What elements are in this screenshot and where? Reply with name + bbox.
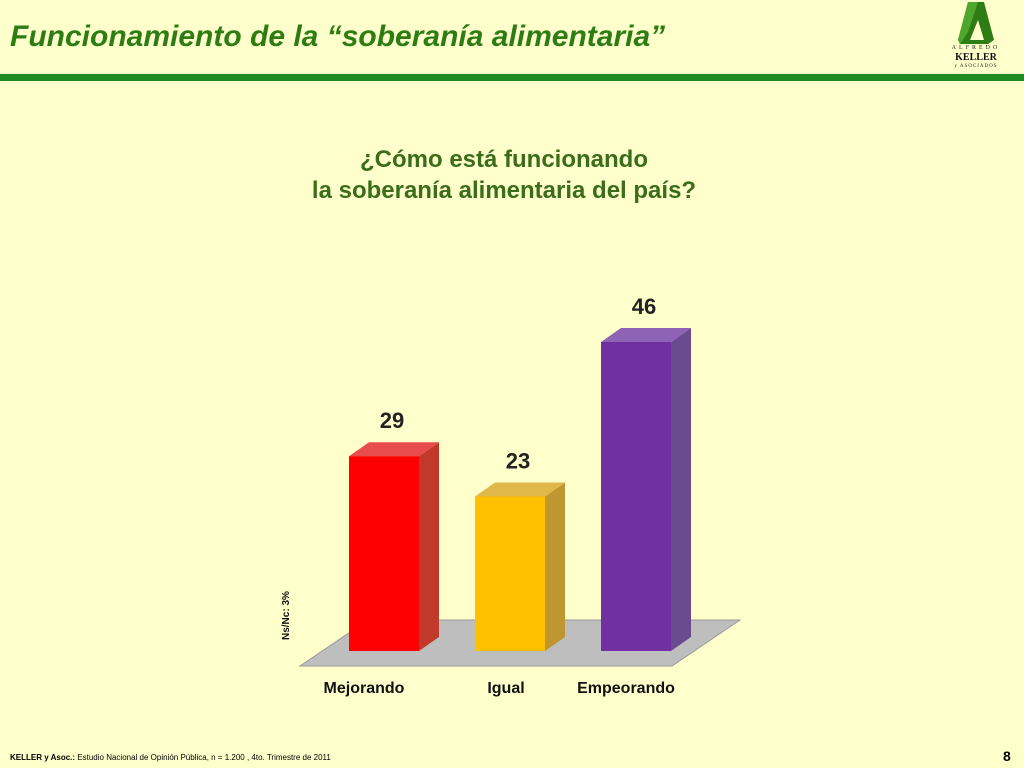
ns-nc-annotation: Ns/Nc: 3% (281, 591, 292, 640)
bar-top (475, 482, 565, 497)
page-number: 8 (1003, 748, 1011, 764)
logo-mark-icon (958, 2, 994, 44)
header-divider (0, 74, 1024, 81)
company-logo: ALFREDO KELLER y ASOCIADOS (946, 2, 1006, 74)
footer-source-text: Estudio Nacional de Opinión Pública, n =… (77, 753, 331, 762)
bar-igual (475, 496, 545, 651)
slide-title: Funcionamiento de la “soberanía alimenta… (10, 20, 666, 53)
logo-line-1: ALFREDO (951, 45, 1001, 51)
data-label: 29 (380, 408, 404, 433)
data-label: 23 (506, 449, 530, 474)
category-label: Igual (487, 680, 524, 697)
bar-side (671, 328, 691, 651)
footer-source: KELLER y Asoc.: Estudio Nacional de Opin… (10, 753, 331, 762)
chart-title-line-1: ¿Cómo está funcionando (360, 146, 648, 173)
bar-top (349, 442, 439, 457)
category-label: Empeorando (577, 680, 675, 697)
bar-side (419, 442, 439, 651)
logo-line-2: KELLER (955, 52, 997, 63)
logo-line-3: y ASOCIADOS (954, 64, 998, 69)
footer-source-label: KELLER y Asoc.: (10, 753, 76, 762)
bar-top (601, 328, 691, 342)
data-label: 46 (632, 294, 656, 319)
category-label: Mejorando (324, 680, 405, 697)
chart-title: ¿Cómo está funcionando la soberanía alim… (204, 144, 804, 206)
bar-side (545, 482, 565, 651)
chart-title-line-2: la soberanía alimentaria del país? (311, 177, 697, 204)
bar-empeorando (601, 342, 671, 651)
bar-mejorando (349, 456, 419, 651)
